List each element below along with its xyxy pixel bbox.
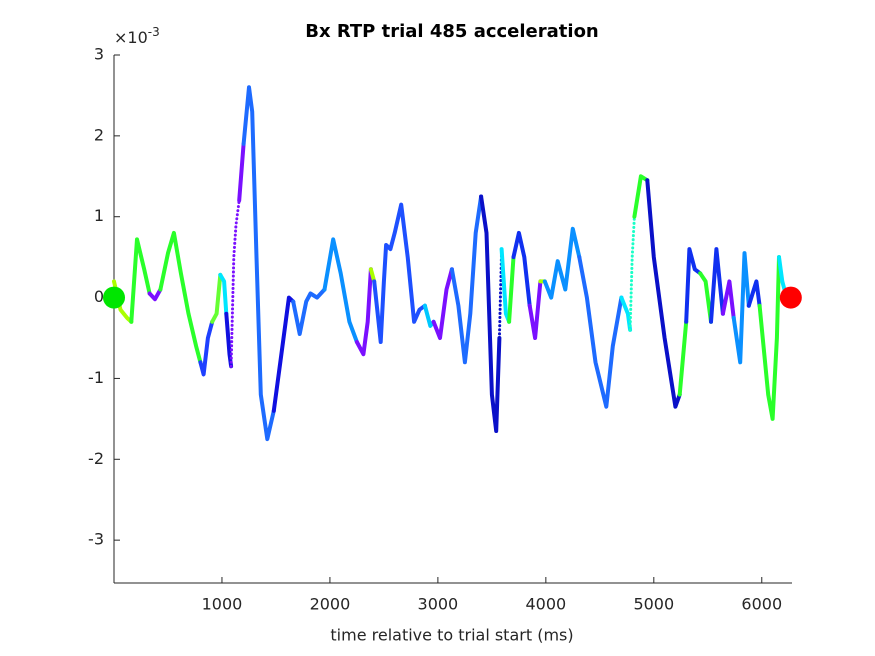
line-segment (241, 85, 276, 442)
x-tick-label: 5000 (633, 595, 674, 614)
line-segment (731, 251, 751, 365)
line-segment (720, 279, 736, 320)
x-tick-label: 6000 (741, 595, 782, 614)
multiplier-exponent: -3 (148, 25, 160, 39)
line-segment (628, 215, 636, 332)
line-segment (511, 230, 532, 308)
x-axis-label: time relative to trial start (ms) (330, 626, 573, 645)
line-segment (372, 202, 427, 344)
y-tick-label: -3 (88, 530, 104, 549)
multiplier-base: ×10 (114, 28, 148, 47)
line-segment (210, 272, 223, 324)
line-segment (218, 272, 229, 316)
line-segment (354, 267, 373, 357)
y-tick-label: 2 (94, 125, 104, 144)
y-tick-label: -1 (88, 368, 104, 387)
line-segment (129, 237, 152, 324)
line-segment (677, 319, 689, 397)
x-tick-label: 1000 (202, 595, 243, 614)
line-segment (507, 255, 516, 324)
line-segment (577, 255, 624, 409)
line-segment (368, 267, 377, 284)
line-segment (271, 295, 296, 413)
line-segment (479, 194, 502, 433)
start-marker (103, 286, 125, 309)
x-tick-label: 3000 (418, 595, 459, 614)
line-segment (449, 194, 484, 365)
line-segment (158, 230, 203, 365)
y-tick-label: -2 (88, 449, 104, 468)
line-segment (542, 226, 582, 300)
x-tick-label: 2000 (310, 595, 351, 614)
line-segment (645, 178, 682, 409)
end-marker (779, 286, 802, 309)
line-segment (291, 287, 327, 336)
y-multiplier: ×10-3 (114, 25, 160, 47)
line-segment (698, 271, 713, 324)
chart-title: Bx RTP trial 485 acceleration (305, 21, 599, 42)
line-segment (431, 267, 454, 340)
y-tick-label: 1 (94, 206, 104, 225)
line-segment (709, 247, 725, 324)
line-segment (198, 319, 215, 377)
y-tick-label: 0 (94, 287, 104, 306)
line-segment (147, 287, 163, 302)
line-segment (527, 279, 543, 340)
line-segment (229, 199, 241, 368)
line-segment (684, 247, 703, 324)
line-segment (746, 279, 762, 308)
line-segment (322, 237, 359, 344)
line-segment (237, 141, 246, 203)
line-segment (632, 174, 650, 219)
y-tick-label: 3 (94, 45, 104, 64)
x-tick-label: 4000 (525, 595, 566, 614)
line-segment (757, 255, 781, 421)
